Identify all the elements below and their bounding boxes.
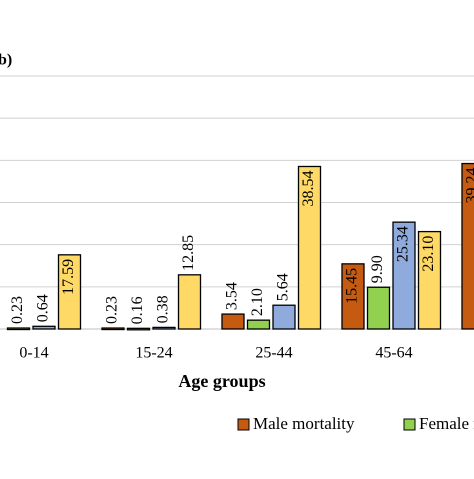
bar bbox=[221, 313, 245, 330]
value-label: 0.16 bbox=[129, 296, 146, 324]
bar bbox=[6, 327, 31, 331]
bar bbox=[417, 230, 442, 330]
value-label: 0.23 bbox=[104, 296, 121, 324]
value-label: 0.38 bbox=[155, 295, 172, 323]
panel-label: b) bbox=[0, 52, 12, 69]
value-label: 2.10 bbox=[249, 288, 266, 316]
bar bbox=[341, 263, 365, 330]
value-label: 0.64 bbox=[35, 294, 52, 322]
value-label: 38.54 bbox=[300, 170, 317, 206]
value-label: 15.45 bbox=[344, 268, 361, 304]
bar bbox=[461, 162, 474, 330]
legend-swatch bbox=[237, 418, 250, 431]
value-label: 5.64 bbox=[275, 273, 292, 301]
bar bbox=[177, 274, 202, 330]
x-tick-label: 0-14 bbox=[19, 345, 48, 362]
value-label: 25.34 bbox=[395, 226, 412, 262]
bar bbox=[126, 327, 151, 331]
bar bbox=[297, 165, 322, 330]
legend-label: Female mortality bbox=[419, 414, 474, 433]
bar bbox=[366, 286, 391, 330]
legend-label: Male mortality bbox=[253, 414, 355, 433]
x-tick-label: 15-24 bbox=[135, 345, 172, 362]
value-label: 17.59 bbox=[60, 259, 77, 295]
bar bbox=[32, 325, 56, 330]
value-label: 12.85 bbox=[180, 235, 197, 271]
value-label: 9.90 bbox=[369, 255, 386, 283]
x-tick-label: 25-44 bbox=[255, 345, 292, 362]
x-tick-label: 45-64 bbox=[375, 345, 412, 362]
bar bbox=[246, 319, 271, 330]
value-label: 39.24 bbox=[464, 168, 474, 204]
bar bbox=[272, 304, 296, 330]
bar bbox=[101, 327, 125, 331]
value-label: 0.23 bbox=[9, 296, 26, 324]
bar bbox=[57, 254, 82, 330]
legend-swatch bbox=[403, 418, 416, 431]
bar bbox=[392, 221, 416, 330]
value-label: 23.10 bbox=[420, 236, 437, 272]
bar bbox=[152, 326, 176, 330]
value-label: 3.54 bbox=[224, 282, 241, 310]
x-axis-title: Age groups bbox=[178, 371, 265, 391]
